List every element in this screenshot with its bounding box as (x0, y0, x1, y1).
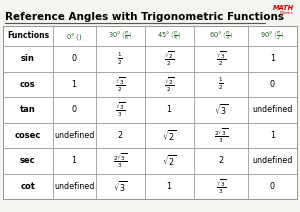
Text: $\sqrt{3}$: $\sqrt{3}$ (113, 179, 127, 194)
Text: MATH: MATH (273, 5, 294, 11)
Text: $\frac{1}{2}$: $\frac{1}{2}$ (117, 51, 123, 67)
Text: $\frac{1}{2}$: $\frac{1}{2}$ (218, 76, 224, 92)
Text: 0: 0 (72, 105, 76, 114)
Text: $\frac{2\sqrt{3}}{3}$: $\frac{2\sqrt{3}}{3}$ (113, 151, 127, 170)
Text: cosec: cosec (15, 131, 41, 140)
Text: $90°\ \left(\frac{\pi}{2}\right)$: $90°\ \left(\frac{\pi}{2}\right)$ (260, 30, 284, 42)
Text: Functions: Functions (7, 32, 49, 40)
Text: 1: 1 (72, 156, 76, 165)
Text: $45°\ \left(\frac{\pi}{4}\right)$: $45°\ \left(\frac{\pi}{4}\right)$ (157, 30, 181, 42)
Text: Reference Angles with Trigonometric Functions: Reference Angles with Trigonometric Func… (5, 12, 284, 22)
Text: 0: 0 (72, 54, 76, 63)
Text: 0: 0 (270, 80, 275, 89)
Text: 1: 1 (72, 80, 76, 89)
Text: sec: sec (20, 156, 36, 165)
Text: 1: 1 (270, 54, 275, 63)
Text: 0: 0 (270, 182, 275, 191)
Text: tan: tan (20, 105, 36, 114)
Text: $\frac{\sqrt{3}}{2}$: $\frac{\sqrt{3}}{2}$ (215, 49, 226, 68)
Text: undefined: undefined (54, 131, 94, 140)
Text: undefined: undefined (54, 182, 94, 191)
Text: $\frac{\sqrt{2}}{2}$: $\frac{\sqrt{2}}{2}$ (164, 75, 174, 94)
Text: $30°\ \left(\frac{\pi}{6}\right)$: $30°\ \left(\frac{\pi}{6}\right)$ (108, 30, 132, 42)
Text: $60°\ \left(\frac{\pi}{3}\right)$: $60°\ \left(\frac{\pi}{3}\right)$ (209, 30, 233, 42)
Text: $\frac{\sqrt{2}}{2}$: $\frac{\sqrt{2}}{2}$ (164, 49, 174, 68)
Text: sin: sin (21, 54, 35, 63)
Text: 2: 2 (218, 156, 223, 165)
Text: 1: 1 (167, 182, 172, 191)
Text: undefined: undefined (252, 105, 293, 114)
Text: $\frac{2\sqrt{3}}{3}$: $\frac{2\sqrt{3}}{3}$ (214, 126, 228, 145)
Text: undefined: undefined (252, 156, 293, 165)
Text: 2: 2 (118, 131, 123, 140)
Text: cot: cot (20, 182, 35, 191)
Text: $\sqrt{2}$: $\sqrt{2}$ (162, 153, 176, 168)
Text: 1: 1 (167, 105, 172, 114)
Text: $\frac{\sqrt{3}}{3}$: $\frac{\sqrt{3}}{3}$ (115, 100, 125, 119)
Text: $\frac{\sqrt{3}}{2}$: $\frac{\sqrt{3}}{2}$ (115, 75, 125, 94)
Text: $\frac{\sqrt{3}}{3}$: $\frac{\sqrt{3}}{3}$ (215, 177, 226, 196)
Bar (3, 26, 297, 199)
Text: cos: cos (20, 80, 36, 89)
Text: 1: 1 (270, 131, 275, 140)
Text: Monks: Monks (280, 11, 294, 14)
Text: $\sqrt{3}$: $\sqrt{3}$ (214, 102, 228, 117)
Text: $0°\ \left(\right)$: $0°\ \left(\right)$ (66, 31, 82, 42)
Text: $\sqrt{2}$: $\sqrt{2}$ (162, 128, 176, 142)
